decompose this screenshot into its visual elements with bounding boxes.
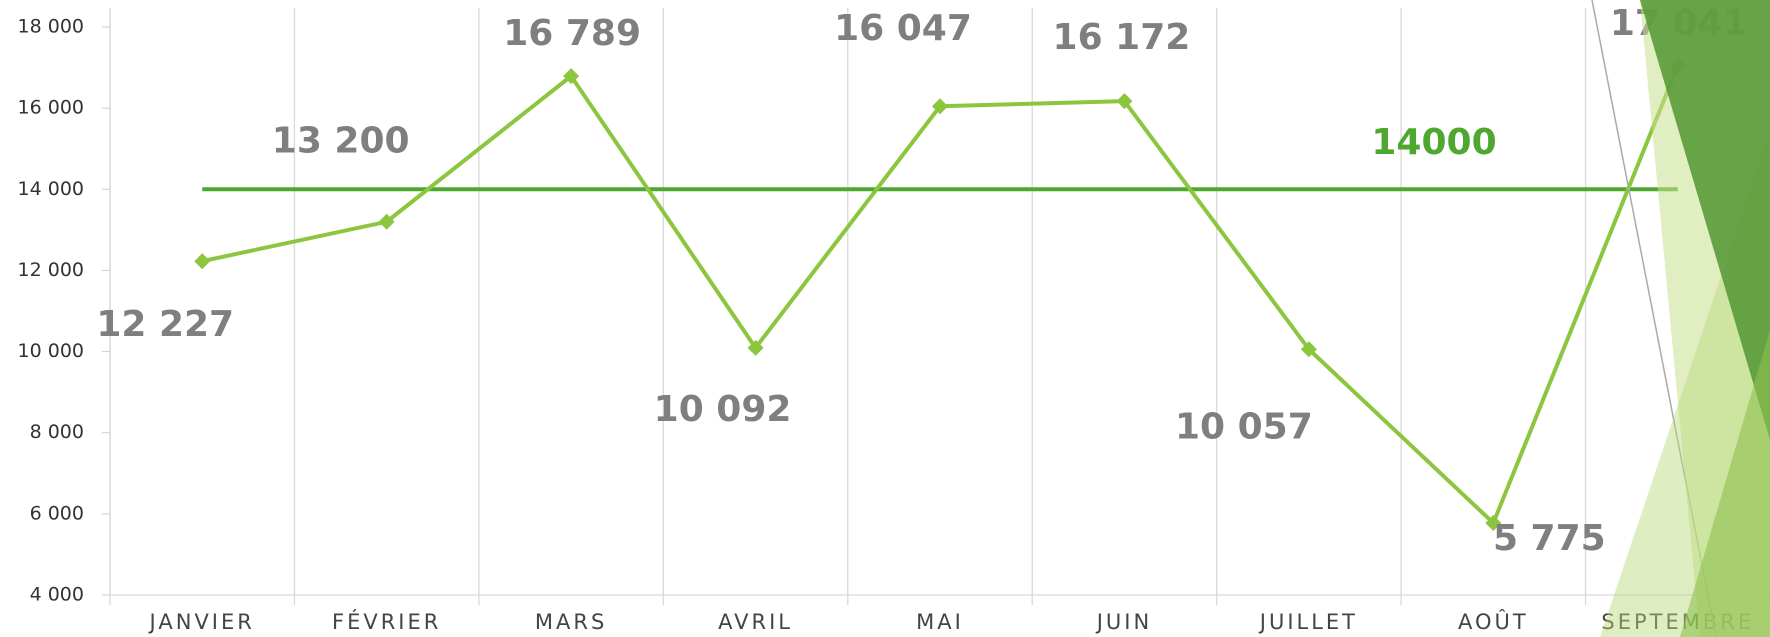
x-tick-label: MARS bbox=[535, 610, 607, 634]
y-tick-label: 6 000 bbox=[30, 502, 84, 524]
marks: 14000 12 227 13 200 16 789 10 092 16 047 16 17… bbox=[96, 3, 1747, 559]
reference-label: 14000 bbox=[1371, 122, 1496, 163]
data-label: 16 172 bbox=[1053, 17, 1191, 58]
marker bbox=[194, 253, 211, 270]
y-tick-label: 10 000 bbox=[18, 340, 84, 362]
data-label: 5 775 bbox=[1493, 518, 1606, 559]
marker bbox=[747, 339, 764, 356]
decoration bbox=[1591, 0, 1770, 637]
y-tick-label: 4 000 bbox=[30, 584, 84, 606]
deco-triangle bbox=[1640, 0, 1770, 440]
marker bbox=[1116, 93, 1133, 110]
x-tick-label: JUILLET bbox=[1258, 610, 1358, 634]
data-label: 13 200 bbox=[272, 121, 410, 162]
marker bbox=[932, 98, 948, 115]
y-tick-label: 14 000 bbox=[18, 178, 84, 200]
x-tick-label: AOÛT bbox=[1458, 609, 1529, 634]
x-tick-label: AVRIL bbox=[718, 610, 793, 634]
marker bbox=[1300, 341, 1317, 358]
x-tick-label: FÉVRIER bbox=[332, 609, 441, 634]
x-tick-label: MAI bbox=[916, 610, 964, 634]
data-label: 16 047 bbox=[834, 8, 972, 49]
data-label: 10 092 bbox=[654, 389, 792, 430]
x-tick-label: JUIN bbox=[1095, 610, 1152, 634]
y-tick-label: 16 000 bbox=[18, 97, 84, 119]
marker bbox=[1485, 514, 1502, 531]
grid: 4 000 6 000 8 000 10 000 12 000 14 000 16 000 1… bbox=[18, 8, 1770, 634]
y-tick-label: 18 000 bbox=[18, 16, 84, 38]
deco-triangle bbox=[1680, 330, 1770, 637]
marker bbox=[378, 213, 395, 230]
x-tick-label: JANVIER bbox=[148, 610, 255, 634]
data-label: 16 789 bbox=[503, 13, 641, 54]
y-tick-label: 12 000 bbox=[18, 259, 84, 281]
data-label: 10 057 bbox=[1175, 406, 1313, 447]
y-tick-label: 8 000 bbox=[30, 421, 84, 443]
data-label: 12 227 bbox=[96, 304, 234, 345]
marker bbox=[563, 68, 580, 85]
